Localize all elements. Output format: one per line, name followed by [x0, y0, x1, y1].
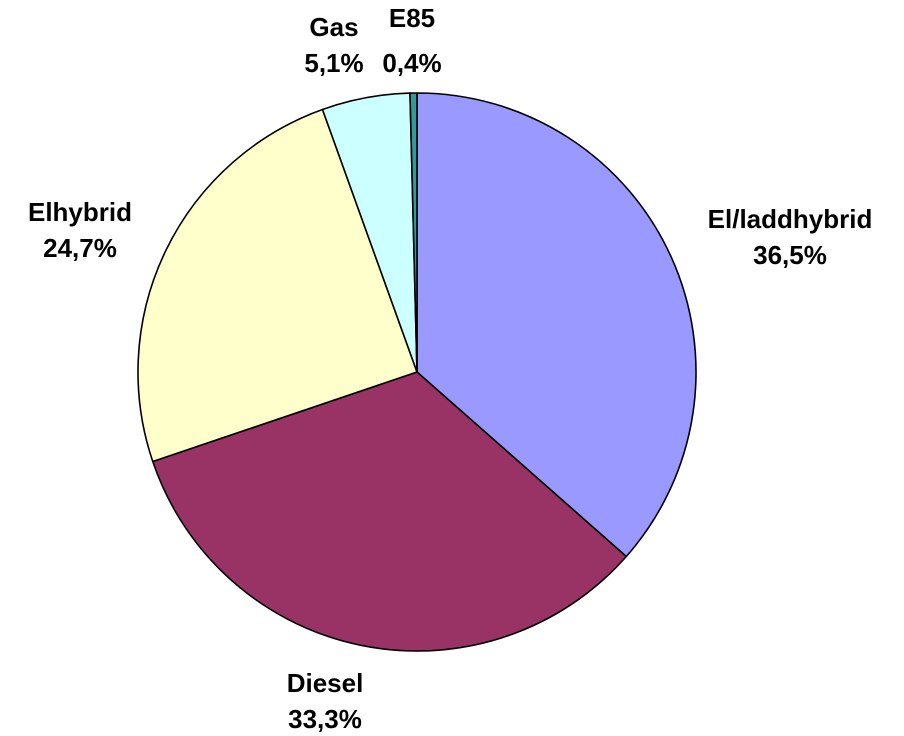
slice-elhybrid: [137, 108, 418, 463]
slice-e85: [409, 92, 418, 373]
pie-labels: El/laddhybrid 36,5% Diesel 33,3% Elhybri…: [28, 3, 872, 734]
label-gas-name: Gas: [309, 12, 358, 42]
label-diesel-name: Diesel: [287, 668, 364, 698]
label-e85-value: 0,4%: [382, 48, 441, 78]
label-elhybrid-value: 24,7%: [43, 233, 117, 263]
label-gas-value: 5,1%: [304, 48, 363, 78]
slice-el-laddhybrid: [416, 92, 697, 558]
label-el-laddhybrid-value: 36,5%: [753, 240, 827, 270]
pie-slices: [137, 92, 697, 652]
label-e85-name: E85: [389, 3, 435, 33]
label-elhybrid-name: Elhybrid: [28, 197, 132, 227]
label-el-laddhybrid-name: El/laddhybrid: [708, 204, 873, 234]
slice-diesel: [151, 371, 628, 652]
label-diesel-value: 33,3%: [288, 704, 362, 734]
